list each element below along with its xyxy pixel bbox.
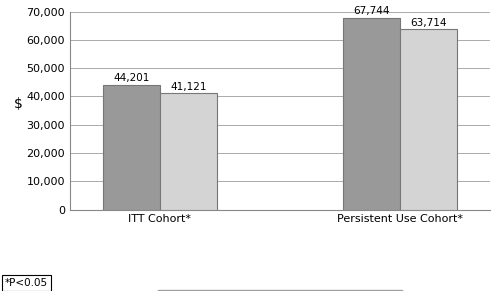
Y-axis label: $: $: [14, 97, 22, 111]
Text: *P<0.05: *P<0.05: [5, 278, 48, 288]
Bar: [400, 29, 457, 210]
Bar: [343, 18, 400, 210]
Text: 44,201: 44,201: [114, 73, 150, 83]
Bar: [103, 85, 160, 210]
Bar: [160, 93, 217, 210]
Text: 41,121: 41,121: [170, 81, 207, 92]
Legend: Interferon Beta-1a, Glatiramer Acetate: Interferon Beta-1a, Glatiramer Acetate: [158, 290, 402, 291]
Text: 63,714: 63,714: [410, 18, 447, 28]
Text: 67,744: 67,744: [353, 6, 390, 16]
